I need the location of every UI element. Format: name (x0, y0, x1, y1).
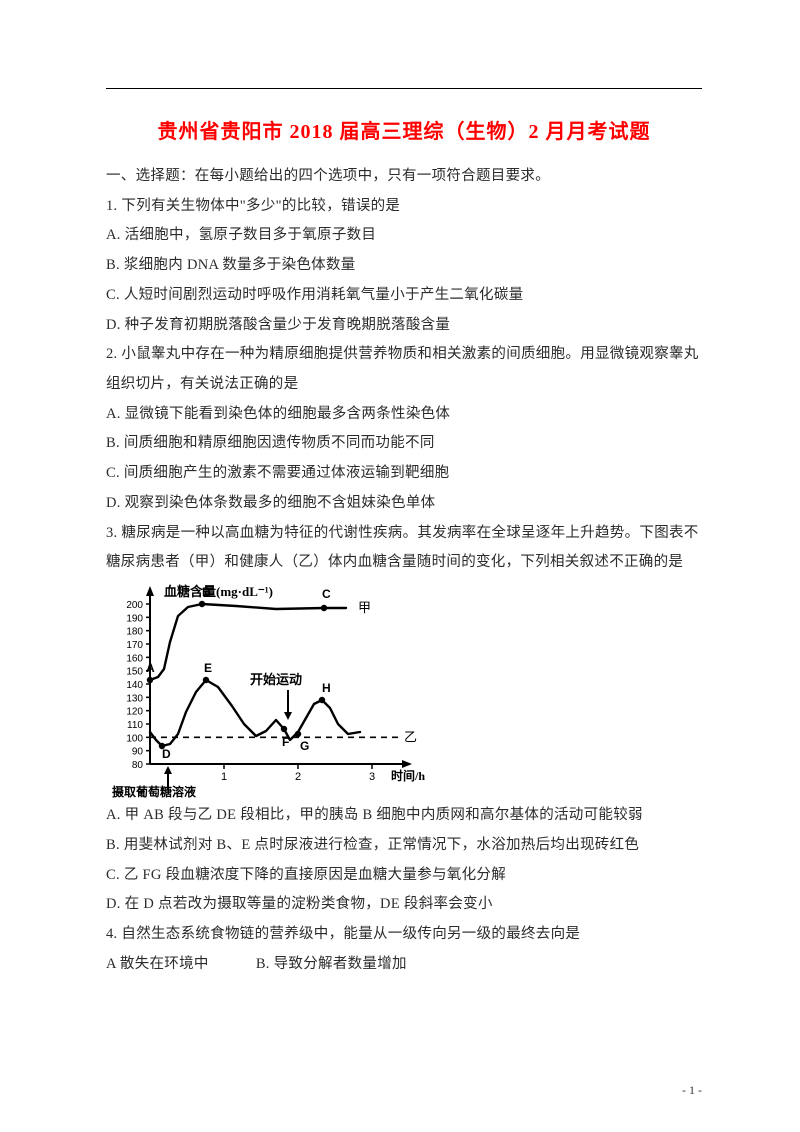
top-rule (106, 88, 702, 89)
page-footer: - 1 - (682, 1083, 702, 1098)
q2-opt-b: B. 间质细胞和精原细胞因遗传物质不同而功能不同 (106, 429, 702, 459)
svg-text:开始运动: 开始运动 (250, 672, 302, 687)
q1-stem: 1. 下列有关生物体中"多少"的比较，错误的是 (106, 192, 702, 222)
q1-opt-c: C. 人短时间剧烈运动时呼吸作用消耗氧气量小于产生二氧化碳量 (106, 281, 702, 311)
blood-sugar-chart: 80 90 100 110 120 130 140 150 160 170 180 190 200 1 2 3… (106, 584, 702, 799)
q4-stem: 4. 自然生态系统食物链的营养级中，能量从一级传向另一级的最终去向是 (106, 920, 702, 950)
svg-text:1: 1 (221, 771, 227, 783)
svg-text:90: 90 (132, 747, 144, 758)
svg-text:C: C (322, 587, 331, 601)
svg-text:H: H (322, 681, 331, 695)
svg-text:180: 180 (126, 627, 143, 638)
q3-stem-1: 3. 糖尿病是一种以高血糖为特征的代谢性疾病。其发病率在全球呈逐年上升趋势。下图… (106, 519, 702, 549)
svg-text:F: F (282, 735, 289, 749)
svg-text:80: 80 (132, 760, 144, 771)
svg-text:E: E (204, 661, 212, 675)
svg-text:乙: 乙 (404, 729, 417, 744)
chart-svg: 80 90 100 110 120 130 140 150 160 170 180 190 200 1 2 3… (106, 584, 436, 799)
svg-text:A: A (146, 661, 155, 675)
svg-text:130: 130 (126, 693, 143, 704)
q4-opt-a: A 散失在环境中 (106, 956, 209, 972)
svg-text:120: 120 (126, 707, 143, 718)
page: 贵州省贵阳市 2018 届高三理综（生物）2 月月考试题 一、选择题：在每小题给… (0, 0, 800, 1132)
svg-text:100: 100 (126, 733, 143, 744)
q3-opt-c: C. 乙 FG 段血糖浓度下降的直接原因是血糖大量参与氧化分解 (106, 861, 702, 891)
section-intro: 一、选择题：在每小题给出的四个选项中，只有一项符合题目要求。 (106, 162, 702, 192)
svg-text:2: 2 (295, 771, 301, 783)
svg-text:190: 190 (126, 613, 143, 624)
q2-opt-a: A. 显微镜下能看到染色体的细胞最多含两条性染色体 (106, 400, 702, 430)
page-title: 贵州省贵阳市 2018 届高三理综（生物）2 月月考试题 (106, 115, 702, 144)
svg-text:血糖含量(mg·dL⁻¹): 血糖含量(mg·dL⁻¹) (164, 584, 273, 599)
svg-text:D: D (162, 747, 171, 761)
q3-opt-d: D. 在 D 点若改为摄取等量的淀粉类食物，DE 段斜率会变小 (106, 890, 702, 920)
svg-text:时间/h: 时间/h (391, 768, 425, 783)
q2-stem-2: 组织切片，有关说法正确的是 (106, 370, 702, 400)
svg-text:170: 170 (126, 640, 143, 651)
svg-text:3: 3 (369, 771, 375, 783)
svg-text:摄取葡萄糖溶液: 摄取葡萄糖溶液 (112, 784, 196, 799)
svg-text:甲: 甲 (358, 600, 371, 615)
svg-text:150: 150 (126, 667, 143, 678)
q2-opt-d: D. 观察到染色体条数最多的细胞不含姐妹染色单体 (106, 489, 702, 519)
q3-opt-b: B. 用斐林试剂对 B、E 点时尿液进行检查，正常情况下，水浴加热后均出现砖红色 (106, 831, 702, 861)
svg-text:200: 200 (126, 600, 143, 611)
q3-stem-2: 糖尿病患者（甲）和健康人（乙）体内血糖含量随时间的变化，下列相关叙述不正确的是 (106, 548, 702, 578)
q4-opts-row: A 散失在环境中 B. 导致分解者数量增加 (106, 950, 702, 980)
svg-text:B: B (202, 585, 211, 599)
q2-opt-c: C. 间质细胞产生的激素不需要通过体液运输到靶细胞 (106, 459, 702, 489)
q1-opt-d: D. 种子发育初期脱落酸含量少于发育晚期脱落酸含量 (106, 311, 702, 341)
svg-text:G: G (300, 739, 309, 753)
svg-text:160: 160 (126, 653, 143, 664)
q2-stem-1: 2. 小鼠睾丸中存在一种为精原细胞提供营养物质和相关激素的间质细胞。用显微镜观察… (106, 340, 702, 370)
q1-opt-a: A. 活细胞中，氢原子数目多于氧原子数目 (106, 221, 702, 251)
svg-text:110: 110 (127, 720, 143, 731)
q1-opt-b: B. 浆细胞内 DNA 数量多于染色体数量 (106, 251, 702, 281)
q3-opt-a: A. 甲 AB 段与乙 DE 段相比，甲的胰岛 B 细胞中内质网和高尔基体的活动… (106, 801, 702, 831)
svg-text:140: 140 (126, 680, 143, 691)
q4-opt-b: B. 导致分解者数量增加 (256, 956, 407, 972)
